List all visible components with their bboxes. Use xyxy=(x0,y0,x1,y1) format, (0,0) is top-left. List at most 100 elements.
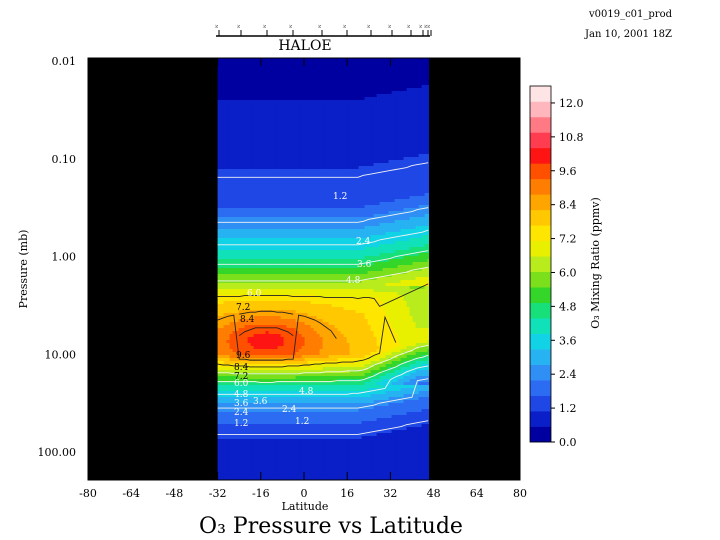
field-cell xyxy=(298,94,303,98)
field-cell xyxy=(277,136,282,140)
field-cell xyxy=(265,82,270,86)
field-cell xyxy=(319,121,324,125)
field-cell xyxy=(289,316,294,320)
field-cell xyxy=(310,418,315,422)
field-cell xyxy=(238,175,243,179)
field-cell xyxy=(238,424,243,428)
field-cell xyxy=(316,166,321,170)
field-cell xyxy=(253,355,258,359)
field-cell xyxy=(235,448,240,452)
field-cell xyxy=(232,307,237,311)
field-cell xyxy=(241,148,246,152)
field-cell xyxy=(319,310,324,314)
field-cell xyxy=(232,283,237,287)
field-cell xyxy=(220,283,225,287)
field-cell xyxy=(244,205,249,209)
field-cell xyxy=(268,343,273,347)
field-cell xyxy=(286,475,291,479)
field-cell xyxy=(229,262,234,266)
field-cell xyxy=(292,283,297,287)
field-cell xyxy=(226,286,231,290)
field-cell xyxy=(223,475,228,479)
field-cell xyxy=(277,103,282,107)
field-cell xyxy=(298,421,303,425)
field-cell xyxy=(310,79,315,83)
field-cell xyxy=(295,469,300,473)
field-cell xyxy=(307,466,312,470)
field-cell xyxy=(259,253,264,257)
field-cell xyxy=(235,133,240,137)
field-cell xyxy=(241,430,246,434)
field-cell xyxy=(274,178,279,182)
field-cell xyxy=(283,331,288,335)
field-cell xyxy=(289,376,294,380)
field-cell xyxy=(247,295,252,299)
field-cell xyxy=(235,172,240,176)
field-cell xyxy=(301,391,306,395)
field-cell xyxy=(223,157,228,161)
field-cell xyxy=(271,277,276,281)
field-cell xyxy=(250,283,255,287)
field-cell xyxy=(238,382,243,386)
field-cell xyxy=(301,460,306,464)
field-cell xyxy=(274,400,279,404)
field-cell xyxy=(244,310,249,314)
field-cell xyxy=(310,343,315,347)
field-cell xyxy=(271,130,276,134)
field-cell xyxy=(289,73,294,77)
field-cell xyxy=(226,418,231,422)
field-cell xyxy=(295,238,300,242)
field-cell xyxy=(316,124,321,128)
field-cell xyxy=(220,112,225,116)
field-cell xyxy=(283,244,288,248)
field-cell xyxy=(277,223,282,227)
field-cell xyxy=(247,367,252,371)
field-cell xyxy=(277,193,282,197)
field-cell xyxy=(301,292,306,296)
field-cell xyxy=(232,169,237,173)
field-cell xyxy=(313,115,318,119)
field-cell xyxy=(238,94,243,98)
field-cell xyxy=(307,355,312,359)
field-cell xyxy=(277,139,282,143)
field-cell xyxy=(250,88,255,92)
field-cell xyxy=(319,358,324,362)
field-cell xyxy=(274,379,279,383)
field-cell xyxy=(310,181,315,185)
field-cell xyxy=(244,385,249,389)
field-cell xyxy=(220,436,225,440)
field-cell xyxy=(304,469,309,473)
field-cell xyxy=(289,100,294,104)
field-cell xyxy=(274,175,279,179)
field-cell xyxy=(310,331,315,335)
field-cell xyxy=(271,475,276,479)
field-cell xyxy=(229,418,234,422)
field-cell xyxy=(262,343,267,347)
field-cell xyxy=(244,91,249,95)
field-cell xyxy=(322,217,327,221)
field-cell xyxy=(226,460,231,464)
field-cell xyxy=(319,256,324,260)
field-cell xyxy=(295,403,300,407)
field-cell xyxy=(304,67,309,71)
field-cell xyxy=(232,442,237,446)
field-cell xyxy=(316,373,321,377)
field-cell xyxy=(277,157,282,161)
field-cell xyxy=(316,151,321,155)
field-cell xyxy=(256,340,261,344)
field-cell xyxy=(268,472,273,476)
field-cell xyxy=(241,100,246,104)
field-cell xyxy=(220,322,225,326)
field-cell xyxy=(283,286,288,290)
field-cell xyxy=(307,70,312,74)
field-cell xyxy=(271,397,276,401)
field-cell xyxy=(310,265,315,269)
field-cell xyxy=(235,136,240,140)
field-cell xyxy=(247,325,252,329)
field-cell xyxy=(289,151,294,155)
field-cell xyxy=(223,82,228,86)
field-cell xyxy=(226,349,231,353)
field-cell xyxy=(268,121,273,125)
field-cell xyxy=(244,322,249,326)
field-cell xyxy=(250,448,255,452)
